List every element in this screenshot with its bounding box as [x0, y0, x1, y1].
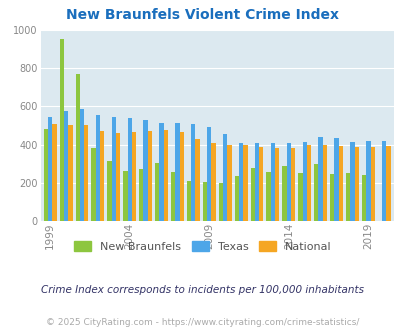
Bar — [345, 173, 350, 221]
Bar — [365, 141, 370, 221]
Bar — [139, 169, 143, 221]
Bar — [354, 148, 358, 221]
Bar — [211, 143, 215, 221]
Bar — [132, 132, 136, 221]
Bar — [195, 139, 199, 221]
Bar — [254, 143, 258, 221]
Bar — [52, 124, 56, 221]
Bar — [381, 141, 386, 221]
Bar — [96, 115, 100, 221]
Bar — [143, 120, 147, 221]
Bar — [64, 111, 68, 221]
Bar — [302, 142, 306, 221]
Bar — [111, 117, 116, 221]
Bar — [68, 125, 72, 221]
Bar — [238, 143, 243, 221]
Bar — [127, 118, 132, 221]
Bar — [116, 133, 120, 221]
Bar — [322, 145, 326, 221]
Bar — [298, 173, 302, 221]
Bar — [147, 131, 152, 221]
Bar — [186, 181, 191, 221]
Bar — [107, 161, 111, 221]
Bar — [100, 131, 104, 221]
Bar — [386, 147, 390, 221]
Bar — [306, 146, 310, 221]
Bar — [44, 129, 48, 221]
Bar — [91, 148, 96, 221]
Bar — [60, 39, 64, 221]
Text: Crime Index corresponds to incidents per 100,000 inhabitants: Crime Index corresponds to incidents per… — [41, 285, 364, 295]
Bar — [334, 138, 338, 221]
Bar — [123, 171, 127, 221]
Bar — [75, 74, 80, 221]
Bar — [258, 148, 263, 221]
Bar — [159, 123, 163, 221]
Bar — [218, 183, 222, 221]
Text: New Braunfels Violent Crime Index: New Braunfels Violent Crime Index — [66, 8, 339, 22]
Bar — [266, 172, 270, 221]
Text: © 2025 CityRating.com - https://www.cityrating.com/crime-statistics/: © 2025 CityRating.com - https://www.city… — [46, 318, 359, 327]
Bar — [227, 145, 231, 221]
Bar — [48, 117, 52, 221]
Bar — [243, 145, 247, 221]
Bar — [274, 148, 279, 221]
Bar — [361, 175, 365, 221]
Bar — [175, 123, 179, 221]
Bar — [222, 134, 227, 221]
Bar — [318, 137, 322, 221]
Bar — [313, 164, 318, 221]
Bar — [84, 125, 88, 221]
Bar — [155, 163, 159, 221]
Bar — [270, 143, 274, 221]
Bar — [234, 176, 238, 221]
Bar — [290, 148, 294, 221]
Bar — [338, 147, 342, 221]
Bar — [191, 124, 195, 221]
Bar — [370, 148, 374, 221]
Bar — [329, 174, 334, 221]
Bar — [207, 127, 211, 221]
Bar — [281, 166, 286, 221]
Bar — [163, 130, 168, 221]
Bar — [179, 132, 183, 221]
Bar — [250, 168, 254, 221]
Bar — [171, 172, 175, 221]
Legend: New Braunfels, Texas, National: New Braunfels, Texas, National — [70, 237, 335, 256]
Bar — [350, 142, 354, 221]
Bar — [286, 143, 290, 221]
Bar — [80, 109, 84, 221]
Bar — [202, 182, 207, 221]
